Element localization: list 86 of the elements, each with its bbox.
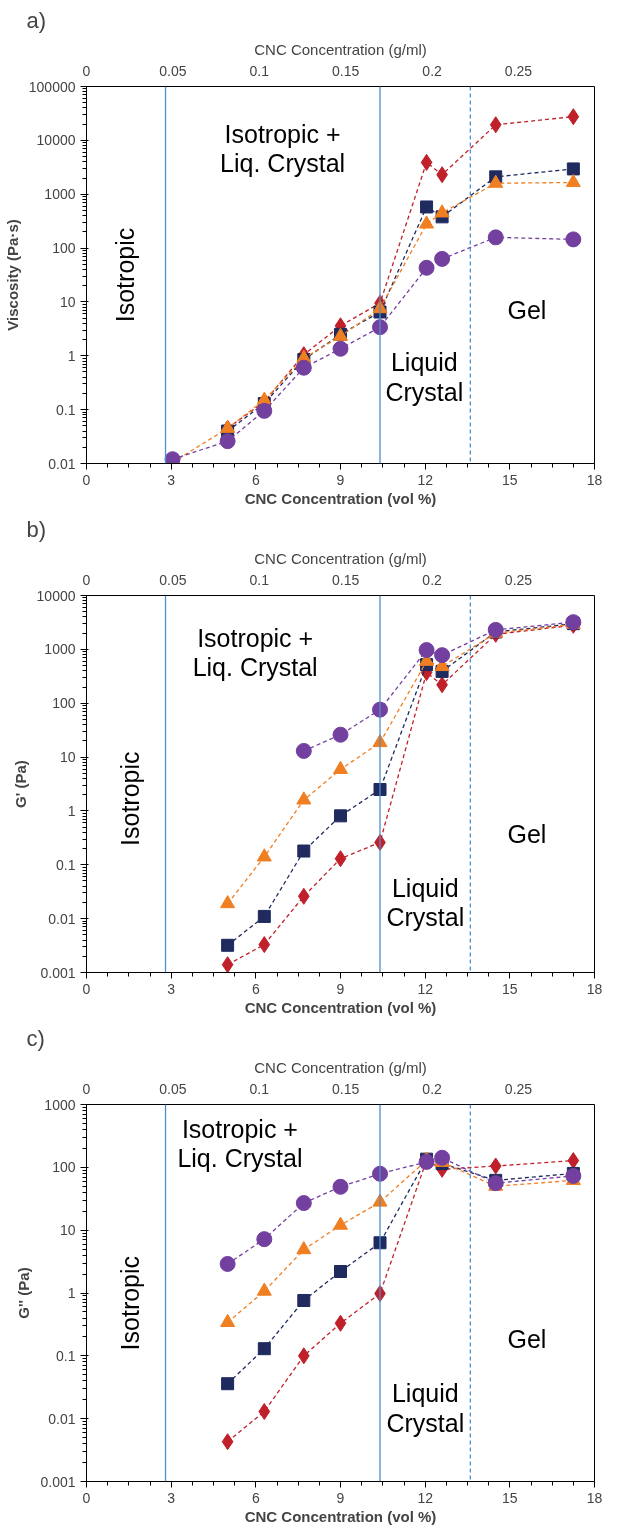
x2-tick-label: 0.25 xyxy=(504,1080,533,1097)
annotation: Liquid Crystal xyxy=(385,348,464,406)
x-axis-title: CNC Concentration (vol %) xyxy=(244,489,437,507)
x-axis-title: CNC Concentration (vol %) xyxy=(244,1507,437,1525)
y-tick-label: 1 xyxy=(67,1285,76,1301)
x2-tick-label: 0.05 xyxy=(159,1080,187,1097)
x2-axis-title: CNC Concentration (g/ml) xyxy=(254,549,427,567)
x-tick-label: 15 xyxy=(502,980,518,997)
x-tick-label: 12 xyxy=(417,1489,434,1506)
x-tick-label: 0 xyxy=(82,471,91,488)
x-tick-label: 6 xyxy=(251,1489,260,1506)
y-axis-title: G' (Pa) xyxy=(11,760,29,808)
x2-tick-label: 0 xyxy=(82,1080,91,1097)
text: b) xyxy=(26,516,47,542)
x-tick-label: 9 xyxy=(336,1489,345,1506)
y-tick-label: 0.001 xyxy=(40,1473,76,1490)
x-tick-label: 3 xyxy=(167,980,176,997)
annotation: Gel xyxy=(507,820,547,849)
x-tick-label: 9 xyxy=(336,471,345,488)
x-tick-label: 18 xyxy=(586,471,603,488)
x2-tick-label: 0.2 xyxy=(422,571,443,588)
x2-tick-label: 0.15 xyxy=(332,62,360,79)
y-tick-label: 0.1 xyxy=(56,401,76,418)
text: c) xyxy=(26,1025,45,1051)
x2-tick-label: 0.15 xyxy=(332,571,360,588)
annotation: Liquid Crystal xyxy=(386,873,465,932)
y-tick-label: 0.1 xyxy=(56,856,76,873)
x-tick-label: 15 xyxy=(502,1489,518,1506)
y-tick-label: 1000 xyxy=(44,186,76,203)
x-tick-label: 12 xyxy=(417,980,434,997)
x-tick-label: 12 xyxy=(417,471,434,488)
y-tick-label: 10000 xyxy=(36,132,76,149)
annotation: Gel xyxy=(507,296,547,325)
annotation: Isotropic + Liq. Crystal xyxy=(177,1114,303,1173)
y-tick-label: 10 xyxy=(59,749,76,766)
x-tick-label: 0 xyxy=(82,980,91,997)
x-tick-label: 9 xyxy=(336,980,345,997)
x2-axis-title: CNC Concentration (g/ml) xyxy=(254,1058,427,1076)
x-tick-label: 18 xyxy=(586,980,603,997)
y-tick-label: 1 xyxy=(67,802,76,819)
y-tick-label: 0.1 xyxy=(56,1347,76,1364)
x2-tick-label: 0.15 xyxy=(332,1080,360,1097)
annotation: Gel xyxy=(507,1324,547,1353)
x-tick-label: 3 xyxy=(167,471,176,488)
x2-tick-label: 0.1 xyxy=(249,62,270,79)
x-tick-label: 6 xyxy=(251,980,260,997)
x2-tick-label: 0.05 xyxy=(159,571,187,588)
y-tick-label: 10 xyxy=(59,1222,76,1239)
y-axis-title: Viscosity (Pa·s) xyxy=(3,219,21,331)
y-tick-label: 100000 xyxy=(28,78,76,95)
x2-tick-label: 0.25 xyxy=(504,62,533,79)
annotation: Isotropic xyxy=(116,751,145,846)
x-tick-label: 6 xyxy=(251,471,260,488)
x2-tick-label: 0.2 xyxy=(422,1080,443,1097)
x2-tick-label: 0.2 xyxy=(422,62,443,79)
x-tick-label: 18 xyxy=(586,1489,603,1506)
y-tick-label: 10000 xyxy=(36,587,76,604)
x2-tick-label: 0 xyxy=(82,62,91,79)
annotation: Isotropic xyxy=(116,1255,145,1351)
x-tick-label: 0 xyxy=(82,1489,91,1506)
x-axis-title: CNC Concentration (vol %) xyxy=(244,998,437,1016)
y-tick-label: 100 xyxy=(52,1159,76,1176)
x2-tick-label: 0.25 xyxy=(504,571,533,588)
annotation: Isotropic + Liq. Crystal xyxy=(192,623,318,682)
y-tick-label: 1 xyxy=(67,347,76,364)
y-tick-label: 1000 xyxy=(44,641,76,658)
y-tick-label: 10 xyxy=(59,293,76,310)
y-axis-title: G'' (Pa) xyxy=(15,1267,33,1319)
y-tick-label: 0.01 xyxy=(48,455,76,472)
x2-tick-label: 0 xyxy=(82,571,91,588)
annotation: Isotropic xyxy=(110,227,139,323)
annotation: Isotropic + Liq. Crystal xyxy=(220,119,346,178)
x-tick-label: 15 xyxy=(502,471,518,488)
y-tick-label: 0.01 xyxy=(48,910,76,927)
x2-axis-title: CNC Concentration (g/ml) xyxy=(254,40,427,58)
x2-tick-label: 0.05 xyxy=(159,62,187,79)
x2-tick-label: 0.1 xyxy=(249,1080,270,1097)
text: a) xyxy=(26,7,47,33)
annotation: Liquid Crystal xyxy=(386,1379,465,1437)
x-tick-label: 3 xyxy=(167,1489,176,1506)
y-tick-label: 0.01 xyxy=(48,1410,76,1427)
y-tick-label: 100 xyxy=(52,695,76,712)
y-tick-label: 1000 xyxy=(44,1096,76,1113)
y-tick-label: 100 xyxy=(52,240,76,257)
y-tick-label: 0.001 xyxy=(40,964,76,981)
x2-tick-label: 0.1 xyxy=(249,571,270,588)
